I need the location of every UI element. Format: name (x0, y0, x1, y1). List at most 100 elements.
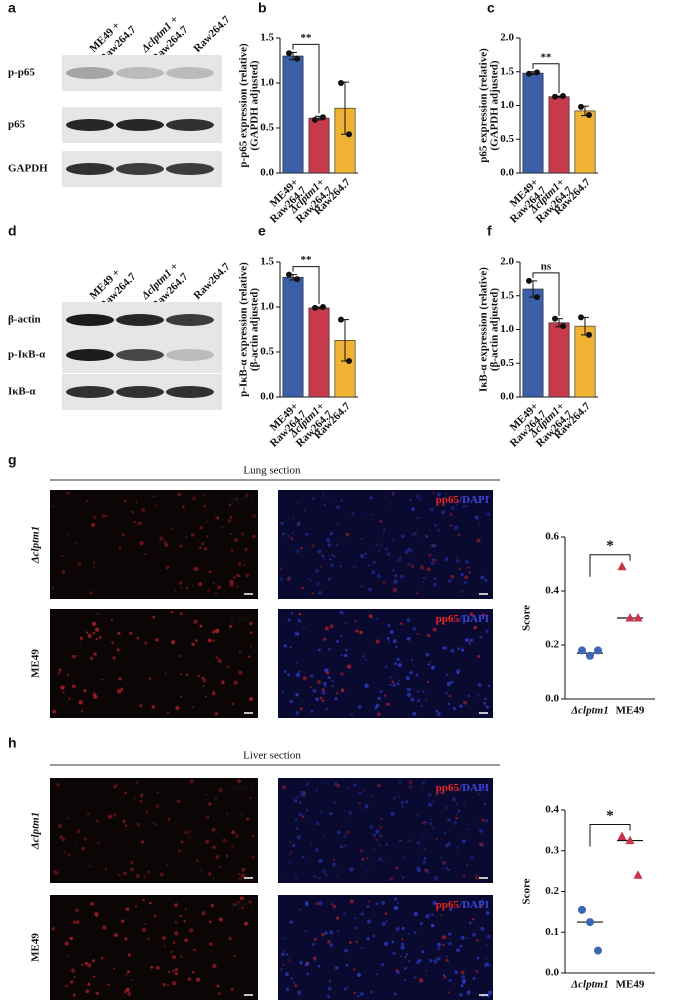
cell (425, 652, 430, 657)
data-point (346, 131, 352, 138)
cell (51, 505, 55, 508)
cell (460, 970, 465, 975)
cell (414, 531, 417, 535)
cell (332, 862, 336, 867)
cell (463, 580, 467, 585)
cell (139, 541, 144, 546)
panel-letter: e (258, 223, 266, 239)
cell (465, 560, 469, 564)
cell (221, 526, 224, 529)
cell (321, 553, 325, 558)
cell (142, 898, 145, 902)
cell (288, 576, 292, 579)
cell (320, 780, 323, 783)
cell (51, 586, 55, 590)
cell (453, 821, 457, 825)
cell (456, 948, 461, 953)
cell (430, 561, 435, 566)
row-label: Δclptm1 (30, 526, 42, 564)
cell (250, 645, 253, 648)
cell (144, 641, 148, 645)
y-tick-label: 0.0 (500, 167, 514, 179)
cell (485, 944, 488, 947)
cell (448, 694, 452, 698)
significance-label: ** (301, 254, 313, 266)
cell (111, 641, 114, 644)
cell (394, 574, 398, 578)
cell (162, 982, 167, 987)
cell (174, 968, 179, 972)
cell (370, 990, 373, 994)
cell (375, 639, 380, 644)
x-tick-label: Δclptm1 (570, 979, 608, 991)
cell (369, 824, 374, 829)
cell (351, 580, 353, 582)
cell (424, 820, 427, 824)
cell (209, 942, 213, 946)
cell (354, 783, 357, 786)
cell (449, 512, 453, 516)
cell (474, 515, 479, 520)
cell (461, 975, 466, 979)
stain-label: pp65/DAPI (436, 613, 489, 625)
cell (174, 589, 177, 592)
cell (392, 492, 395, 495)
cell (382, 531, 385, 534)
cell (439, 856, 442, 859)
cell (371, 570, 376, 575)
bar (282, 276, 304, 398)
cell (484, 962, 489, 967)
cell (295, 796, 299, 800)
cell (392, 796, 396, 800)
cell (432, 827, 435, 830)
cell (319, 566, 322, 569)
stain-label-red: pp65 (436, 613, 460, 625)
cell (298, 908, 301, 911)
cell (152, 616, 154, 619)
cell (282, 950, 285, 953)
cell (79, 644, 81, 647)
cell (343, 834, 347, 838)
data-point (578, 646, 586, 655)
cell (297, 990, 301, 995)
y-tick-label: 0.5 (500, 357, 514, 369)
cell (282, 532, 285, 536)
cell (287, 673, 290, 676)
cell (136, 781, 139, 784)
cell (239, 896, 244, 901)
cell (124, 791, 128, 795)
cell (373, 848, 376, 851)
cell (305, 782, 309, 786)
cell (399, 556, 402, 559)
cell (470, 855, 475, 860)
cell (356, 972, 362, 977)
cell (201, 676, 205, 680)
cell (406, 692, 412, 698)
cell (396, 971, 400, 975)
cell (212, 845, 216, 849)
cell (442, 866, 445, 869)
cell (163, 945, 166, 948)
bar (574, 110, 596, 174)
cell (245, 573, 250, 578)
cell (178, 580, 183, 585)
micrograph (278, 778, 493, 883)
cell (315, 568, 319, 573)
cell (252, 534, 256, 539)
cell (298, 812, 303, 817)
cell (425, 699, 428, 702)
cell (120, 919, 125, 924)
cell (433, 577, 437, 580)
cell (235, 585, 239, 588)
bar (282, 55, 304, 174)
cell (426, 633, 431, 638)
cell (401, 942, 405, 946)
cell (241, 907, 244, 910)
cell (205, 793, 207, 796)
cell (484, 697, 487, 701)
cell (469, 612, 474, 617)
band (166, 314, 214, 326)
y-tick-label: 2.0 (500, 256, 514, 268)
cell (202, 678, 207, 683)
cell (467, 828, 470, 831)
